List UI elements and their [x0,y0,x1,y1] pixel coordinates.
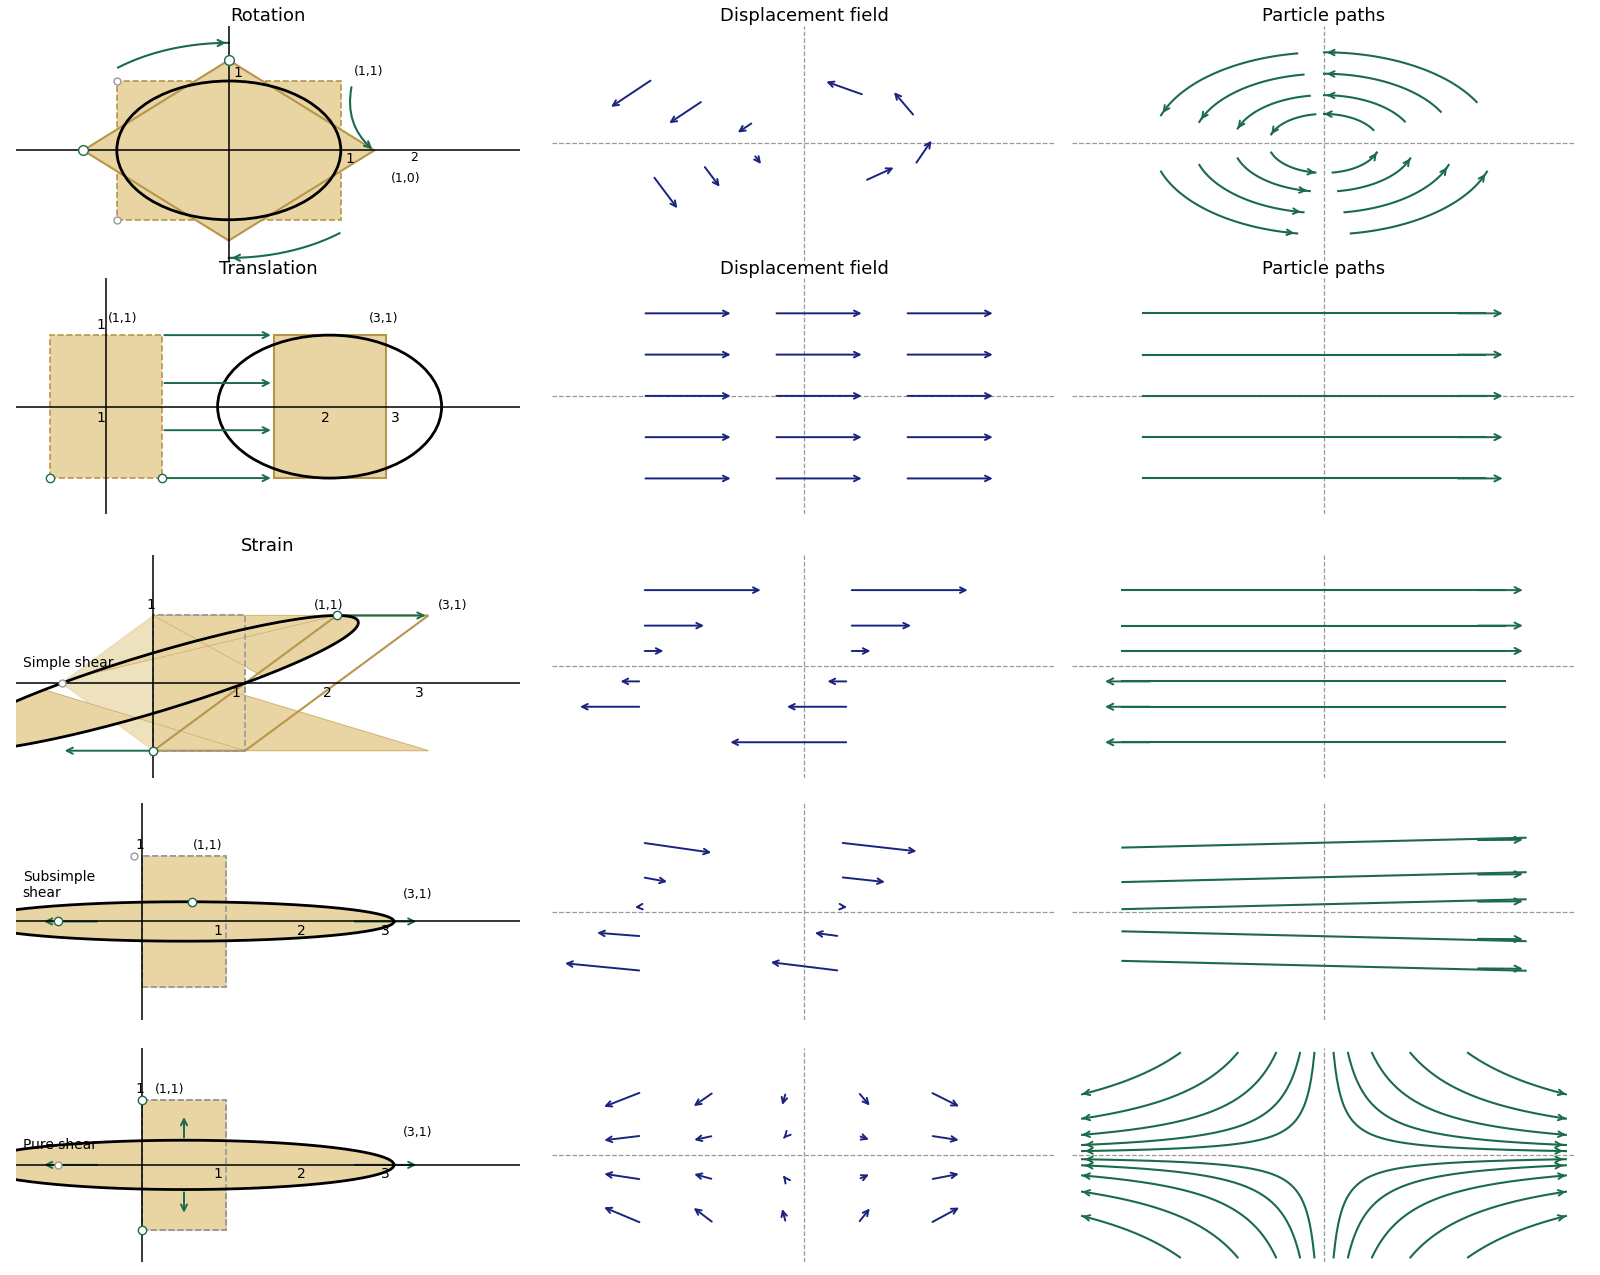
Polygon shape [0,690,429,751]
Text: (3,1): (3,1) [403,1126,432,1139]
Text: 1: 1 [136,1082,144,1096]
Title: Displacement field: Displacement field [720,8,888,26]
Text: 1: 1 [232,686,240,700]
Title: Strain: Strain [242,537,294,555]
Polygon shape [0,901,394,922]
Polygon shape [142,856,226,987]
Title: Translation: Translation [219,260,317,278]
Text: (3,1): (3,1) [437,599,467,612]
Text: 2: 2 [298,923,306,937]
Polygon shape [142,1100,226,1230]
Text: 2: 2 [410,152,418,164]
Text: 1: 1 [136,838,144,852]
Text: (1,1): (1,1) [314,599,344,612]
Text: (1,0): (1,0) [390,172,421,185]
Polygon shape [80,616,358,676]
Text: 1: 1 [213,923,222,937]
Text: 1: 1 [96,412,106,426]
Title: Particle paths: Particle paths [1262,260,1386,278]
Text: Simple shear: Simple shear [24,655,114,669]
Title: Particle paths: Particle paths [1262,8,1386,26]
Polygon shape [274,335,386,478]
Text: 3: 3 [414,686,424,700]
Polygon shape [0,1165,394,1190]
Text: 1: 1 [146,598,155,612]
Polygon shape [142,856,226,987]
Text: 2: 2 [298,1167,306,1181]
Text: Pure shear: Pure shear [22,1139,96,1153]
Text: 3: 3 [381,1167,390,1181]
Text: Subsimple
shear: Subsimple shear [22,871,94,900]
Polygon shape [50,335,162,478]
Text: 2: 2 [320,412,330,426]
Text: 3: 3 [381,923,390,937]
Polygon shape [83,60,374,241]
Text: (3,1): (3,1) [403,889,432,901]
Title: Rotation: Rotation [230,8,306,26]
Text: 1: 1 [234,66,242,80]
Text: 1: 1 [96,319,106,333]
Polygon shape [62,616,154,751]
Polygon shape [0,1140,394,1165]
Text: 3: 3 [390,412,400,426]
Text: (1,1): (1,1) [155,1084,184,1096]
Polygon shape [117,82,341,219]
Text: 2: 2 [323,686,331,700]
Text: (1,1): (1,1) [354,65,384,79]
Text: 1: 1 [213,1167,222,1181]
Text: (1,1): (1,1) [107,312,138,325]
Text: (1,1): (1,1) [192,839,222,852]
Polygon shape [142,1100,226,1230]
Polygon shape [0,922,394,941]
Polygon shape [154,616,245,751]
Text: 1: 1 [346,152,354,166]
Text: (3,1): (3,1) [368,312,398,325]
Title: Displacement field: Displacement field [720,260,888,278]
